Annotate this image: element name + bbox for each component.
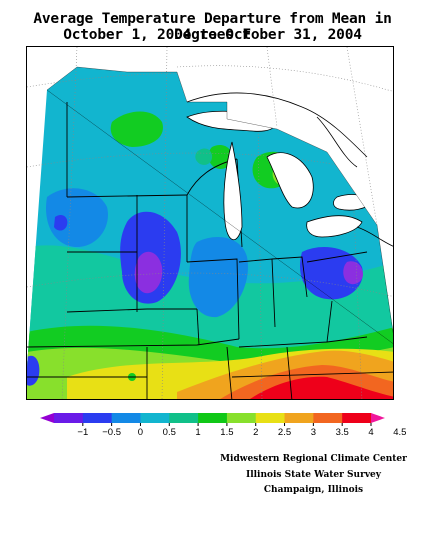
legend-color-box: [313, 413, 343, 423]
legend-color-box: [255, 413, 286, 423]
legend-tick-label: 4: [368, 427, 374, 438]
legend-color-box: [169, 413, 199, 423]
legend-tick-label: 1.5: [220, 427, 234, 438]
credit-line-1: Midwestern Regional Climate Center: [220, 454, 407, 464]
legend-tick-label: 2.5: [277, 427, 292, 438]
legend-tick-label: 3.5: [335, 427, 349, 438]
domain-edge: [46, 66, 393, 344]
legend-tick-label: 1: [195, 427, 201, 438]
legend-color-box: [111, 413, 141, 423]
legend-tick-label: 0: [137, 427, 144, 438]
temperature-departure-map: [26, 46, 394, 400]
map-date-range: October 1, 2004 to October 31, 2004: [63, 27, 362, 43]
legend-color-box: [198, 413, 228, 423]
map-canvas: [27, 47, 393, 399]
map-title: Average Temperature Departure from Mean …: [33, 11, 392, 43]
legend-color-box: [82, 413, 113, 423]
graticule-north: [176, 47, 393, 226]
legend-tick-label: 4.5: [393, 427, 407, 438]
legend-tick-label: 2: [253, 427, 259, 438]
legend-color-box: [284, 413, 314, 423]
credit-line-3: Champaign, Illinois: [263, 485, 364, 495]
credit-line-2: Illinois State Water Survey: [245, 470, 382, 480]
legend-tick-label: −1: [77, 427, 89, 438]
unplotted-region: [177, 47, 393, 225]
legend-color-box: [54, 413, 84, 423]
color-legend: −1 −0.5 0 0.5 1 1.5 2 2.5 3 3.5 4 4.5: [40, 410, 406, 442]
legend-color-box: [342, 413, 372, 423]
legend-tick-label: 0.5: [162, 427, 176, 438]
legend-tick-label: −0.5: [102, 427, 122, 438]
legend-tick-label: 3: [310, 427, 317, 438]
legend-colorbar: [40, 413, 385, 426]
legend-color-box: [226, 413, 257, 423]
legend-color-box: [140, 413, 170, 423]
legend-arrow-high: [371, 413, 385, 423]
northern-coastline: [186, 92, 393, 247]
legend-arrow-low: [40, 413, 54, 423]
